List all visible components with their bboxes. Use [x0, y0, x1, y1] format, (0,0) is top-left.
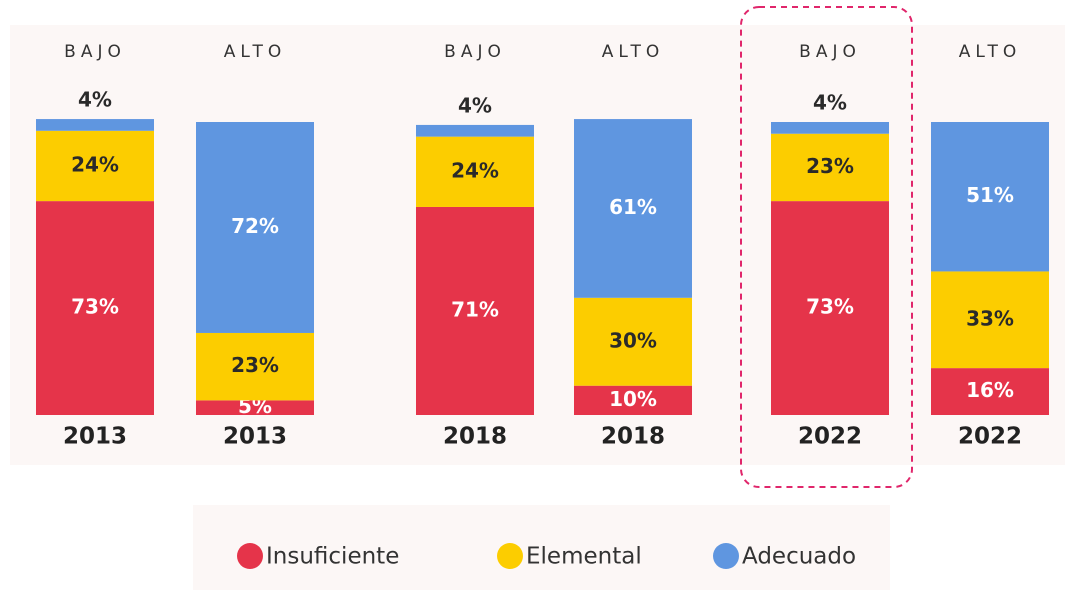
bar-group-label: BAJO	[64, 42, 126, 62]
bar-segment	[36, 201, 154, 415]
legend-label: Insuficiente	[266, 544, 399, 570]
legend-swatch	[497, 543, 523, 569]
data-label: 30%	[609, 328, 657, 352]
data-label: 24%	[451, 158, 499, 182]
bar-segment	[771, 122, 889, 134]
bar-segment	[36, 130, 154, 202]
bar-segment	[574, 385, 692, 415]
legend-label: Adecuado	[742, 544, 856, 570]
chart-background	[10, 25, 1065, 465]
data-label: 51%	[966, 183, 1014, 207]
bar-segment	[771, 201, 889, 415]
legend-swatch	[713, 543, 739, 569]
bar-segment	[416, 206, 534, 415]
year-label: 2013	[63, 424, 127, 450]
data-label: 71%	[451, 297, 499, 321]
data-label: 24%	[71, 152, 119, 176]
year-label: 2018	[601, 424, 665, 450]
data-label: 10%	[609, 387, 657, 411]
year-label: 2013	[223, 424, 287, 450]
data-label: 4%	[78, 88, 112, 112]
bar-segment	[196, 400, 314, 415]
data-label: 16%	[966, 378, 1014, 402]
year-label: 2022	[798, 424, 862, 450]
bar-segment	[931, 368, 1049, 415]
data-label: 73%	[71, 295, 119, 319]
data-label: 61%	[609, 195, 657, 219]
bar-segment	[196, 122, 314, 333]
bar-segment	[931, 122, 1049, 272]
bar-segment	[416, 124, 534, 137]
data-label: 73%	[806, 295, 854, 319]
bar-group-label: BAJO	[444, 42, 506, 62]
bar-segment	[574, 119, 692, 298]
data-label: 23%	[806, 154, 854, 178]
bar-group-label: ALTO	[602, 42, 665, 62]
data-label: 72%	[231, 214, 279, 238]
legend-label: Elemental	[526, 544, 642, 570]
data-label: 23%	[231, 353, 279, 377]
data-label: 33%	[966, 306, 1014, 330]
bar-segment	[574, 297, 692, 386]
bar-segment	[931, 271, 1049, 369]
legend-swatch	[237, 543, 263, 569]
legend-background	[193, 505, 890, 590]
bar-segment	[36, 119, 154, 131]
bar-group-label: ALTO	[959, 42, 1022, 62]
data-label: 4%	[458, 93, 492, 117]
bar-segment	[196, 332, 314, 401]
year-label: 2022	[958, 424, 1022, 450]
bar-segment	[416, 136, 534, 207]
bar-group-label: ALTO	[224, 42, 287, 62]
bar-segment	[771, 133, 889, 202]
bar-group-label: BAJO	[799, 42, 861, 62]
year-label: 2018	[443, 424, 507, 450]
highlight-box	[740, 6, 913, 488]
data-label: 4%	[813, 91, 847, 115]
